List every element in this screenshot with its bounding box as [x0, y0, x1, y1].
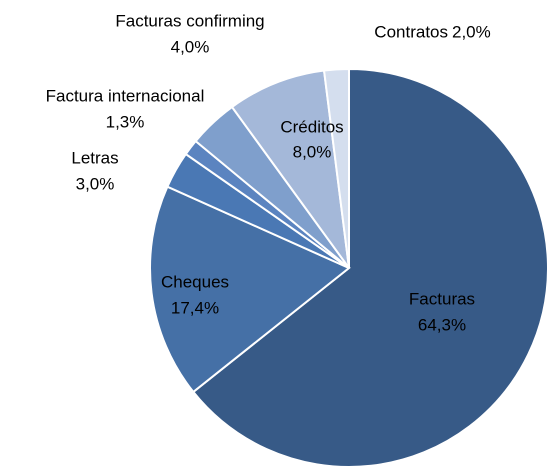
slice-name: Facturas: [409, 289, 475, 308]
slice-value: 64,3%: [418, 315, 466, 334]
slice-name: Facturas confirming: [115, 11, 264, 30]
slice-value: 1,3%: [106, 112, 145, 131]
pie-slice: [149, 185, 351, 394]
pie-slice: [322, 67, 350, 269]
slice-value: 8,0%: [293, 142, 332, 161]
pie-slice: [230, 69, 350, 269]
slice-name: Letras: [71, 148, 118, 167]
slice-value: 2,0%: [452, 22, 491, 41]
slice-value: 3,0%: [76, 174, 115, 193]
slice-name: Contratos: [374, 22, 448, 41]
slice-name: Cheques: [161, 272, 229, 291]
pie-slice: [191, 67, 547, 468]
slice-value: 17,4%: [171, 298, 219, 317]
slice-value: 4,0%: [171, 37, 210, 56]
slice-name: Créditos: [280, 117, 343, 136]
slice-name: Factura internacional: [46, 86, 205, 105]
